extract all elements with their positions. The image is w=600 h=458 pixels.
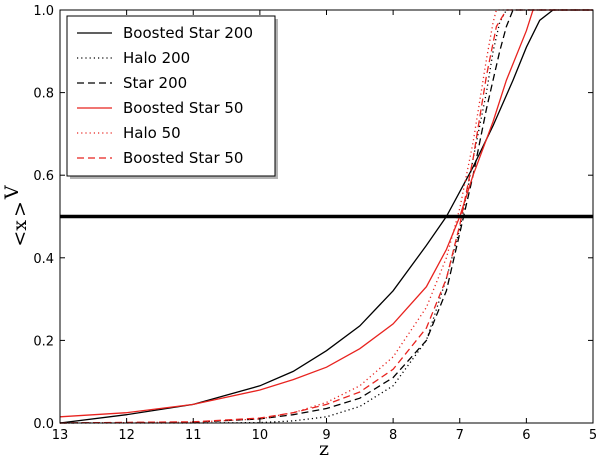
series-line-5: [59, 9, 593, 424]
y-axis-title: <x >V: [1, 185, 31, 247]
y-axis-title-main: <x: [9, 220, 31, 247]
x-tick-label: 5: [589, 428, 597, 443]
y-tick-label: 0.8: [33, 87, 54, 102]
x-tick-label: 9: [322, 428, 330, 443]
x-tick-label: 13: [52, 428, 69, 443]
x-tick-label: 10: [252, 428, 269, 443]
x-tick-label: 7: [456, 428, 464, 443]
legend-label-3: Boosted Star 50: [123, 99, 243, 117]
y-tick-label: 1.0: [33, 4, 54, 19]
legend: Boosted Star 200 Halo 200 Star 200 Boosted …: [66, 15, 278, 179]
legend-label-1: Halo 200: [123, 49, 190, 67]
legend-box: [66, 15, 276, 177]
legend-label-4: Halo 50: [123, 124, 181, 142]
x-axis-title: z: [319, 438, 329, 458]
y-tick-label: 0.2: [33, 334, 54, 349]
y-tick-label: 0.6: [33, 169, 54, 184]
axis-ticks: 13 12 11 10 9 8 7 6 5 0.0 0.2 0.4 0.6 0.8 1.0: [33, 4, 597, 443]
y-axis-title-subscript: V: [1, 185, 23, 200]
x-tick-label: 8: [389, 428, 397, 443]
x-tick-label: 6: [522, 428, 530, 443]
series-line-2: [59, 9, 593, 424]
series-line-3: [59, 9, 593, 418]
legend-label-0: Boosted Star 200: [123, 24, 253, 42]
legend-label-2: Star 200: [123, 74, 187, 92]
svg-text:<x>V: <x >V: [1, 185, 31, 247]
x-tick-label: 11: [185, 428, 202, 443]
y-axis-title-close: >: [9, 201, 31, 217]
x-tick-label: 12: [118, 428, 135, 443]
series-line-1: [60, 9, 593, 424]
y-tick-label: 0.0: [33, 417, 54, 432]
legend-label-5: Boosted Star 50: [123, 149, 243, 167]
y-tick-label: 0.4: [33, 252, 54, 267]
